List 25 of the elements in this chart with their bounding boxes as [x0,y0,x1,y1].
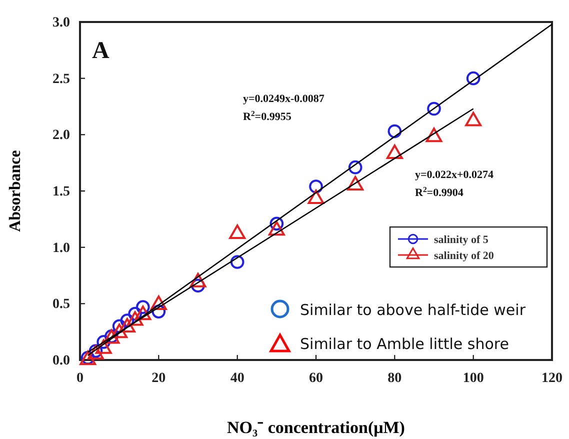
annotation: A [92,38,110,64]
y-tick-label: 0.0 [52,353,70,368]
legend-label: salinity of 5 [434,234,489,246]
x-tick-label: 0 [76,370,84,386]
legend-label: salinity of 20 [434,250,494,262]
x-axis-title: NO₃⁻ concentration(μM) [227,418,405,437]
annotation: R$^{2}$=0.9955 [243,108,292,123]
y-tick-label: 0.5 [52,297,70,312]
y-tick-label: 2.5 [52,72,70,87]
y-tick-label: 1.5 [52,184,70,200]
x-tick-label: 80 [388,370,402,386]
x-tick-label: 100 [462,370,484,386]
annotation: Similar to above half-tide weir [300,301,526,319]
annotation: y=0.0249x-0.0087 [243,93,325,105]
annotation: Similar to Amble little shore [300,335,509,353]
y-tick-label: 2.0 [52,128,70,144]
x-tick-label: 120 [542,370,562,386]
x-tick-label: 20 [152,370,166,386]
annotation: R$^{2}$=0.9904 [415,184,464,199]
y-axis-title: Absorbance [7,150,24,232]
annotation: y=0.022x+0.0274 [415,169,494,181]
x-tick-label: 60 [309,370,323,386]
y-tick-label: 3.0 [52,15,70,30]
y-tick-label: 1.0 [52,240,70,256]
x-tick-label: 40 [230,370,244,386]
